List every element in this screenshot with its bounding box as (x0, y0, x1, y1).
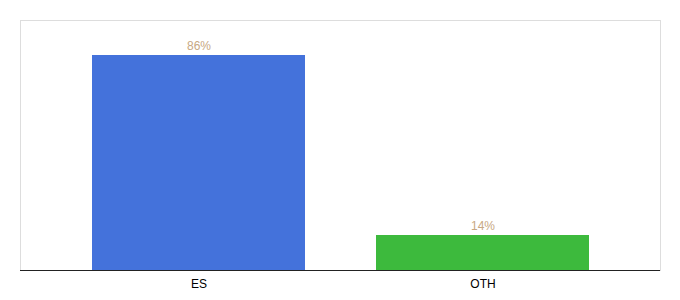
svg-text:86%: 86% (187, 39, 211, 53)
svg-text:14%: 14% (471, 219, 495, 233)
svg-text:ES: ES (191, 277, 207, 291)
svg-text:OTH: OTH (470, 277, 495, 291)
